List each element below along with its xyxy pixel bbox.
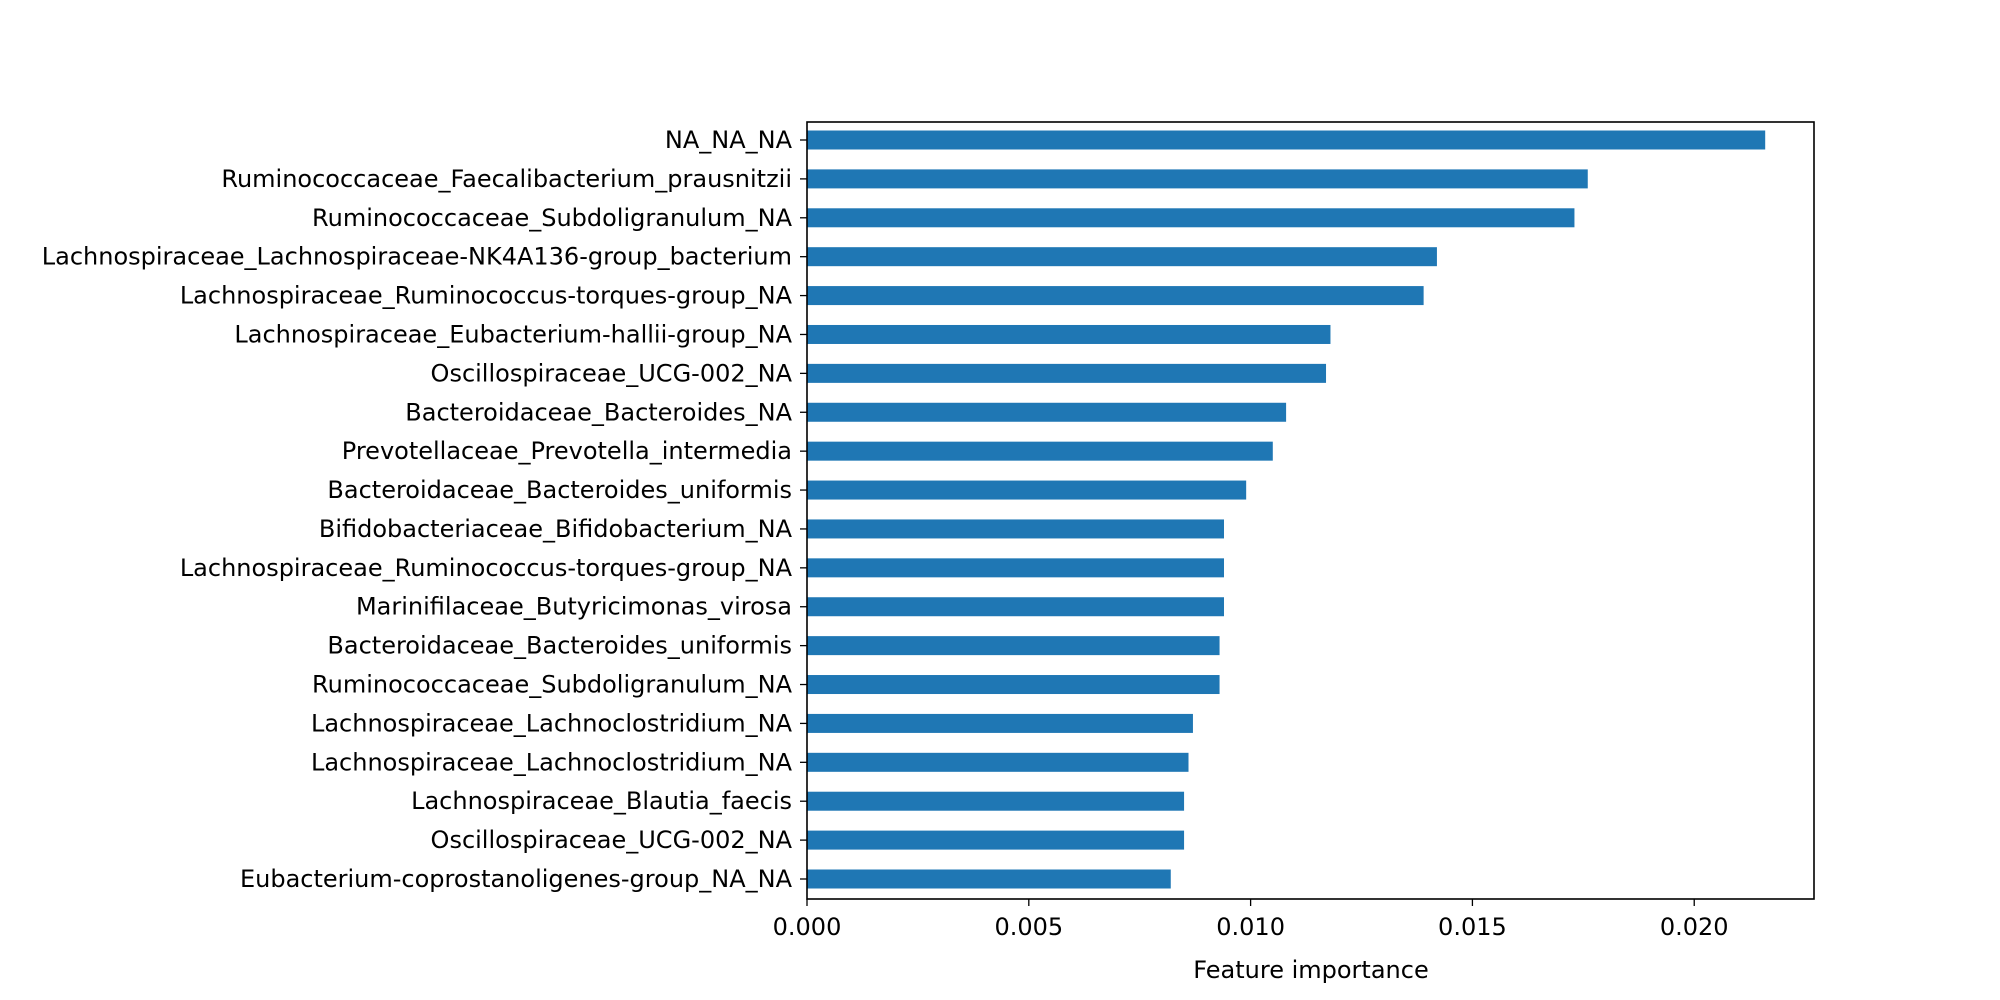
bar [807, 130, 1766, 150]
bar [807, 791, 1185, 811]
category-label: Lachnospiraceae_Lachnoclostridium_NA [311, 748, 793, 776]
category-label: Ruminococcaceae_Subdoligranulum_NA [312, 671, 793, 699]
category-label: Bacteroidaceae_Bacteroides_NA [405, 398, 792, 426]
bars-group [807, 130, 1766, 889]
bar [807, 169, 1588, 189]
category-label: Lachnospiraceae_Lachnospiraceae-NK4A136-… [42, 243, 792, 271]
bar [807, 869, 1171, 889]
bar [807, 830, 1185, 850]
bar [807, 363, 1327, 383]
category-label: Ruminococcaceae_Faecalibacterium_prausni… [221, 165, 792, 193]
bar [807, 597, 1224, 617]
bar [807, 441, 1273, 461]
x-tick-label: 0.015 [1438, 913, 1507, 941]
x-tick-label: 0.005 [994, 913, 1063, 941]
category-label: Bacteroidaceae_Bacteroides_uniformis [327, 632, 792, 660]
bar [807, 752, 1189, 772]
bar [807, 675, 1220, 695]
bar [807, 286, 1424, 306]
category-label: Oscillospiraceae_UCG-002_NA [431, 359, 793, 387]
category-label: Lachnospiraceae_Blautia_faecis [411, 787, 792, 815]
bar [807, 636, 1220, 656]
category-label: Prevotellaceae_Prevotella_intermedia [342, 437, 792, 465]
bar [807, 558, 1224, 578]
category-label: Lachnospiraceae_Ruminococcus-torques-gro… [180, 282, 793, 310]
plot-frame [806, 121, 1815, 900]
bar [807, 247, 1437, 267]
bar [807, 519, 1224, 539]
category-label: NA_NA_NA [665, 126, 793, 154]
bar [807, 480, 1247, 500]
x-tick-label: 0.000 [773, 913, 842, 941]
x-tick-label: 0.020 [1660, 913, 1729, 941]
category-label: Eubacterium-coprostanoligenes-group_NA_N… [240, 865, 793, 893]
x-axis-label: Feature importance [1193, 956, 1428, 984]
category-labels-group: NA_NA_NA Ruminococcaceae_Faecalibacterium… [42, 126, 807, 893]
category-label: Lachnospiraceae_Ruminococcus-torques-gro… [180, 554, 793, 582]
bar [807, 208, 1575, 228]
category-label: Bifidobacteriaceae_Bifidobacterium_NA [319, 515, 793, 543]
bar [807, 324, 1331, 344]
category-label: Lachnospiraceae_Eubacterium-hallii-group… [234, 320, 792, 348]
x-tick-label: 0.010 [1216, 913, 1285, 941]
category-label: Oscillospiraceae_UCG-002_NA [431, 826, 793, 854]
category-label: Ruminococcaceae_Subdoligranulum_NA [312, 204, 793, 232]
bar [807, 402, 1287, 422]
category-label: Marinifilaceae_Butyricimonas_virosa [356, 593, 792, 621]
bar [807, 713, 1193, 733]
x-ticks-group: 0.000 0.005 0.010 0.015 0.020 [773, 899, 1729, 941]
category-label: Bacteroidaceae_Bacteroides_uniformis [327, 476, 792, 504]
category-label: Lachnospiraceae_Lachnoclostridium_NA [311, 709, 793, 737]
